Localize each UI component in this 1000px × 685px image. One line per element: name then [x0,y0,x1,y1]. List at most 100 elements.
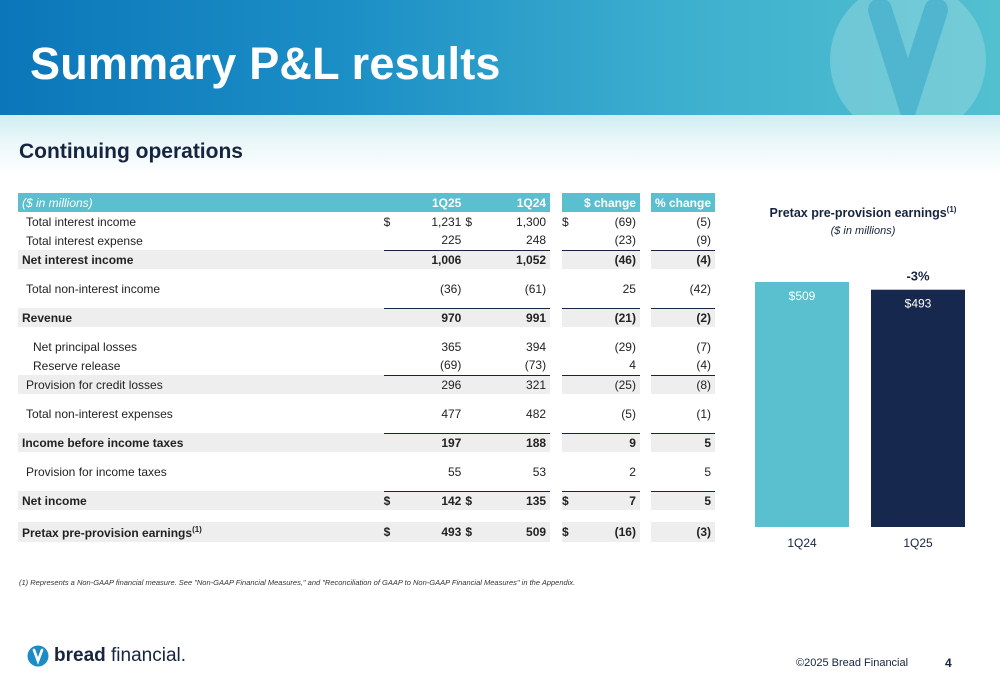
copyright: ©2025 Bread Financial [796,657,909,669]
currency-symbol: $ [383,214,391,229]
row-label: Income before income taxes [18,433,384,452]
bar-1q25 [871,289,965,527]
column-header-dollar-change: $ change [576,193,640,212]
cell-1q25: 1,006 [395,249,466,269]
pl-table: ($ in millions) 1Q25 1Q24 $ change % cha… [18,193,715,542]
cell-1q25: 225 [441,233,462,248]
bread-logo-icon [27,645,49,667]
cell-dollar-change: (29) [614,339,636,354]
cell-percent-change: 5 [650,490,715,510]
table-row: Total interest income $ 1,231 $ 1,300 $ … [18,212,715,231]
cell-1q24: 248 [526,233,547,248]
cell-1q24: 135 [481,490,551,510]
cell-1q25: 477 [441,406,462,421]
table-row: Total non-interest expenses 477 482 (5) … [18,404,715,423]
cell-percent-change: (8) [650,374,715,394]
cell-1q25: 296 [395,374,466,394]
cell-percent-change: (4) [696,358,711,373]
ppne-bar-chart: $509 1Q24 $493 1Q25 -3% [755,269,965,550]
cell-1q24: 321 [481,374,551,394]
currency-symbol: $ [465,522,482,542]
cell-1q25: 197 [395,432,466,452]
cell-1q25: 142 [395,490,466,510]
chart-title: Pretax pre-provision earnings(1) [769,205,957,221]
table-row-subtotal: Net interest income 1,006 1,052 (46) (4) [18,249,715,269]
row-label: Pretax pre-provision earnings(1) [18,522,384,542]
table-row-subtotal: Income before income taxes 197 188 9 5 [18,432,715,452]
currency-symbol: $ [562,214,569,229]
category-label: 1Q25 [903,536,933,550]
cell-dollar-change: (16) [576,522,640,542]
cell-1q24: 394 [526,339,547,354]
row-label: Total interest expense [26,233,143,248]
row-label: Total non-interest expenses [26,406,173,421]
cell-1q24: 482 [526,406,547,421]
row-label: Net interest income [18,250,384,269]
cell-dollar-change: (46) [576,249,640,269]
currency-symbol: $ [383,490,396,510]
cell-percent-change: (3) [650,522,715,542]
cell-dollar-change: (5) [621,406,636,421]
bar-value-label: $509 [789,289,816,303]
brand-wordmark: bread financial. [54,645,187,666]
chart-title-footnote-marker: (1) [946,205,957,214]
cell-percent-change: (4) [650,249,715,269]
cell-1q25: (36) [440,281,462,296]
cell-1q24: 509 [481,522,551,542]
cell-dollar-change: 7 [576,490,640,510]
cell-percent-change: (5) [696,214,711,229]
header-fade [0,115,1000,175]
cell-dollar-change: (25) [576,374,640,394]
cell-1q24: 1,300 [516,214,547,229]
currency-symbol: $ [465,214,473,229]
bread-logo-watermark-icon [830,0,986,115]
cell-1q24: 188 [481,432,551,452]
bar-1q24 [755,282,849,527]
cell-dollar-change: 9 [576,432,640,452]
cell-1q24: (73) [524,358,547,373]
cell-percent-change: 5 [650,432,715,452]
cell-1q24: 1,052 [481,249,551,269]
row-label: Net principal losses [33,339,138,354]
cell-percent-change: (7) [696,339,711,354]
column-header-percent-change: % change [650,193,715,212]
chart-subtitle: ($ in millions) [830,225,896,237]
table-row: Total interest expense 225 248 (23) (9) [18,231,715,250]
currency-symbol: $ [562,490,576,510]
cell-1q24: 991 [481,307,551,327]
cell-dollar-change: (23) [614,233,636,248]
cell-dollar-change: 25 [622,281,636,296]
table-row: Provision for income taxes 55 53 2 5 [18,462,715,481]
cell-percent-change: (42) [689,281,711,296]
header-banner: Summary P&L results [0,0,1000,115]
brand-logo: bread financial. [27,645,186,667]
row-label: Total non-interest income [26,281,161,296]
table-row: Total non-interest income (36) (61) 25 (… [18,279,715,298]
column-header-units: ($ in millions) [18,193,384,212]
table-row: Reserve release (69) (73) 4 (4) [18,356,715,375]
row-label: Provision for credit losses [18,375,384,394]
cell-1q25: 365 [441,339,462,354]
section-title: Continuing operations [19,140,243,163]
row-label: Net income [18,491,384,510]
row-label: Total interest income [26,214,137,229]
cell-dollar-change: 4 [629,358,636,373]
column-header-1q25: 1Q25 [395,193,466,212]
table-row-subtotal: Revenue 970 991 (21) (2) [18,307,715,327]
page-title: Summary P&L results [30,38,501,89]
cell-percent-change: (9) [696,233,711,248]
cell-1q25: 493 [395,522,466,542]
table-row-net-income: Net income $ 142 $ 135 $ 7 5 [18,490,715,510]
cell-1q25: 1,231 [431,214,462,229]
currency-symbol: $ [562,522,576,542]
table-row: Net principal losses 365 394 (29) (7) [18,337,715,356]
cell-1q25: (69) [440,358,462,373]
row-label: Revenue [18,308,384,327]
table-row-ppne: Pretax pre-provision earnings(1) $ 493 $… [18,522,715,542]
category-label: 1Q24 [787,536,817,550]
cell-1q24: 53 [532,464,547,479]
cell-1q25: 970 [395,307,466,327]
cell-dollar-change: 2 [629,464,636,479]
footnote-marker: (1) [192,524,202,534]
page-number: 4 [945,656,952,670]
